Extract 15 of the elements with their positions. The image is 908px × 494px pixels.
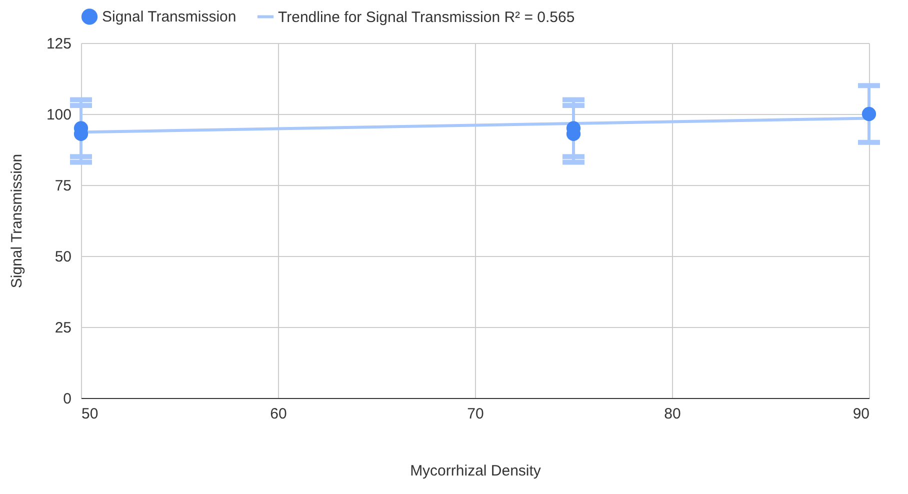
y-tick-label: 25 bbox=[54, 320, 72, 336]
y-tick-label: 50 bbox=[54, 248, 72, 266]
x-tick-label: 60 bbox=[270, 406, 287, 422]
y-tick-label: 75 bbox=[54, 178, 72, 194]
legend-label: Signal Transmission bbox=[102, 8, 236, 26]
y-tick-label: 100 bbox=[46, 106, 72, 124]
x-tick-label: 90 bbox=[852, 406, 870, 422]
x-tick-label: 80 bbox=[664, 406, 681, 422]
y-tick-label: 0 bbox=[63, 390, 72, 408]
x-tick-label: 50 bbox=[82, 406, 98, 422]
y-axis-title: Signal Transmission bbox=[8, 154, 26, 288]
x-tick-label: 70 bbox=[467, 406, 484, 422]
y-tick-label: 125 bbox=[46, 36, 72, 52]
x-axis-title: Mycorrhizal Density bbox=[410, 462, 542, 480]
legend-label: Trendline for Signal Transmission R² = 0.565 bbox=[278, 8, 575, 26]
